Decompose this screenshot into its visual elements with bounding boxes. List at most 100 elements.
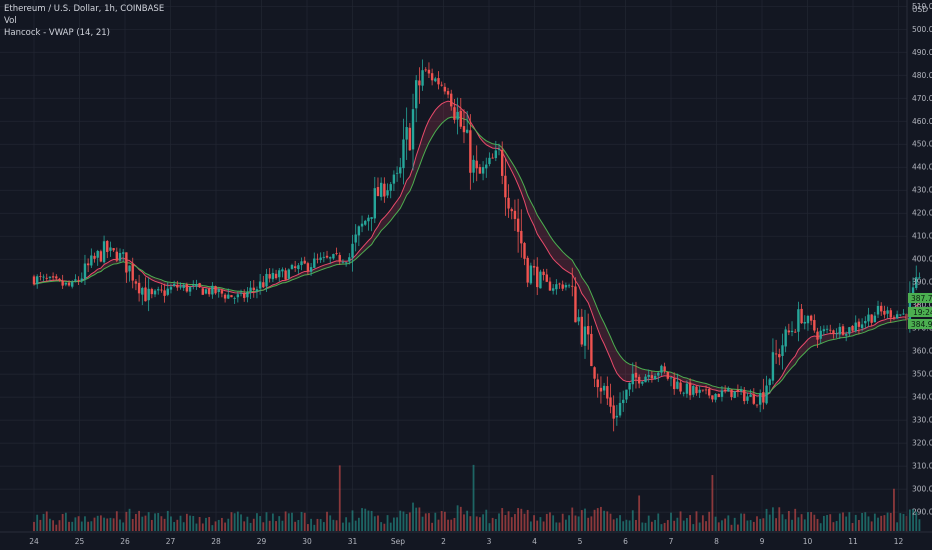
price-tick-label: 450.00 bbox=[912, 140, 932, 149]
volume-bar bbox=[491, 517, 494, 531]
volume-bar bbox=[590, 516, 593, 531]
volume-bar bbox=[730, 524, 733, 531]
volume-bar bbox=[141, 516, 144, 531]
volume-bar bbox=[138, 510, 141, 531]
volume-bar bbox=[619, 515, 621, 531]
volume-bar bbox=[447, 519, 449, 531]
time-tick-label: 30 bbox=[302, 537, 312, 546]
candle-body bbox=[329, 257, 332, 259]
candle-body bbox=[676, 381, 679, 389]
candle-body bbox=[227, 294, 230, 299]
candle-body bbox=[51, 276, 55, 278]
candle-body bbox=[102, 241, 106, 263]
candle-body bbox=[762, 392, 765, 403]
candle-body bbox=[692, 385, 695, 395]
volume-bar bbox=[510, 517, 513, 531]
volume-bar bbox=[612, 519, 615, 531]
candle-body bbox=[223, 294, 227, 299]
volume-bar bbox=[832, 522, 835, 531]
volume-bar bbox=[848, 512, 851, 531]
volume-bar bbox=[125, 511, 128, 531]
countdown-value: 19:24 bbox=[913, 308, 932, 317]
candle-body bbox=[650, 375, 654, 379]
time-tick-label: 11 bbox=[848, 537, 858, 546]
volume-bar bbox=[249, 522, 252, 531]
time-tick-label: 24 bbox=[29, 537, 39, 546]
candle-body bbox=[844, 334, 848, 336]
candle-body bbox=[816, 331, 819, 340]
volume-bar bbox=[42, 513, 45, 531]
candle-body bbox=[131, 264, 134, 281]
volume-bar bbox=[873, 513, 876, 531]
candle-body bbox=[440, 84, 443, 86]
candle-body bbox=[918, 277, 921, 279]
volume-bar bbox=[842, 512, 844, 531]
volume-bar bbox=[838, 513, 841, 531]
volume-bar bbox=[899, 513, 902, 531]
volume-bar bbox=[240, 514, 242, 531]
candle-body bbox=[67, 282, 71, 286]
volume-bar bbox=[399, 510, 402, 531]
candle-body bbox=[825, 328, 829, 330]
candle-body bbox=[857, 321, 861, 327]
time-tick-label: 2 bbox=[441, 537, 446, 546]
candle-body bbox=[284, 270, 287, 280]
candle-body bbox=[469, 130, 472, 173]
candle-body bbox=[360, 223, 364, 227]
candle-body bbox=[121, 252, 125, 254]
candle-body bbox=[179, 286, 182, 288]
volume-bar bbox=[670, 512, 672, 531]
candle-body bbox=[688, 382, 692, 396]
candle-body bbox=[835, 333, 838, 335]
candle-body bbox=[144, 287, 147, 302]
volume-bar bbox=[198, 517, 201, 531]
volume-bar bbox=[682, 520, 685, 531]
volume-bar bbox=[861, 512, 863, 531]
price-tick-label: 400.00 bbox=[912, 255, 932, 264]
candle-body bbox=[634, 372, 638, 378]
candle-body bbox=[230, 295, 233, 298]
volume-bar bbox=[596, 508, 599, 531]
candle-body bbox=[832, 330, 835, 334]
candle-body bbox=[402, 139, 405, 169]
candle-body bbox=[204, 289, 208, 294]
candle-body bbox=[424, 69, 427, 71]
candle-body bbox=[86, 263, 90, 266]
candle-body bbox=[733, 391, 736, 398]
candle-body bbox=[405, 127, 408, 140]
volume-bar bbox=[469, 516, 472, 531]
volume-bar bbox=[552, 515, 555, 531]
volume-bar bbox=[915, 511, 918, 531]
price-axis[interactable]: 510.00 500.00 490.00 480.00 470.00 460.00 450.… bbox=[912, 2, 932, 517]
volume-indicator-label[interactable]: Vol bbox=[4, 16, 17, 26]
candle-body bbox=[252, 287, 255, 291]
volume-bar bbox=[600, 506, 602, 531]
candle-body bbox=[42, 276, 45, 278]
candle-body bbox=[637, 376, 641, 384]
volume-bar bbox=[654, 519, 656, 531]
candle-body bbox=[153, 290, 157, 295]
symbol-title[interactable]: Ethereum / U.S. Dollar, 1h, COINBASE bbox=[4, 4, 165, 14]
volume-bar bbox=[727, 515, 730, 531]
candle-body bbox=[736, 389, 740, 392]
volume-bar bbox=[759, 518, 762, 531]
volume-bar bbox=[902, 513, 905, 531]
volume-bar bbox=[673, 520, 676, 531]
time-axis[interactable]: 24 25 26 27 28 29 30 31 Sep 2 3 4 5 6 7 8 9 10 11 12 bbox=[29, 537, 903, 546]
volume-bar bbox=[291, 512, 293, 531]
candle-body bbox=[373, 188, 376, 219]
volume-bar bbox=[370, 510, 373, 531]
volume-bar bbox=[74, 517, 77, 531]
candle-body bbox=[606, 386, 609, 399]
candle-body bbox=[561, 284, 564, 289]
candle-body bbox=[497, 149, 501, 150]
candlestick-series bbox=[32, 59, 921, 432]
vwap-indicator-label[interactable]: Hancock - VWAP (14, 21) bbox=[4, 28, 110, 38]
candle-body bbox=[727, 388, 730, 392]
candle-body bbox=[892, 316, 896, 318]
candle-body bbox=[778, 354, 781, 358]
volume-bar bbox=[689, 515, 692, 531]
volume-bar bbox=[182, 522, 185, 531]
volume-bar bbox=[539, 517, 542, 531]
